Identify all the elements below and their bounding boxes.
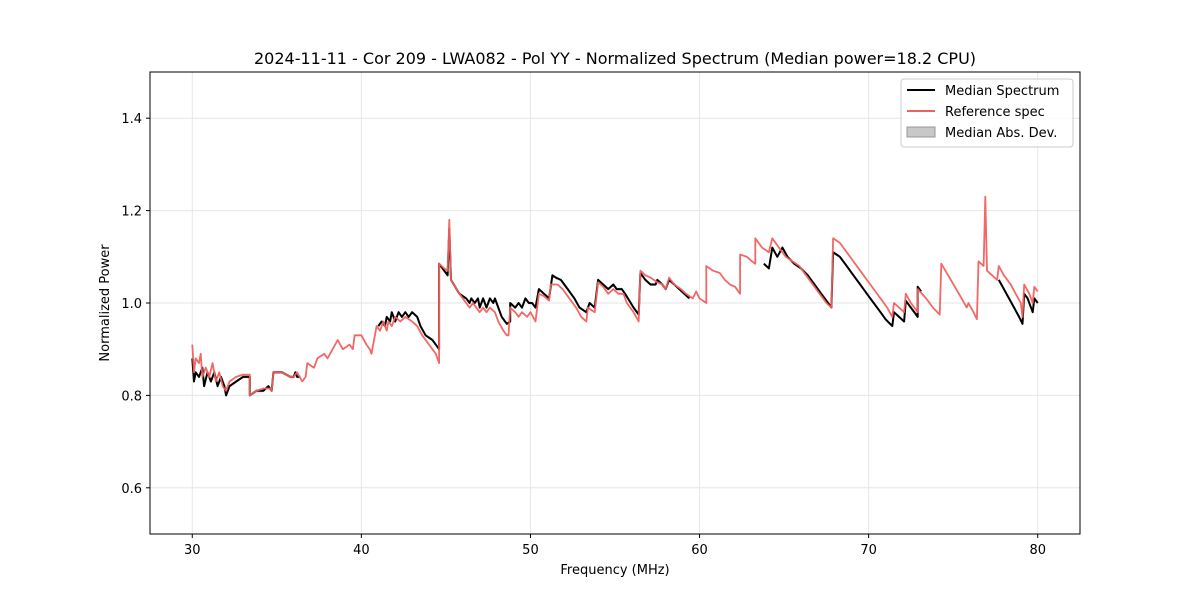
x-axis-label: Frequency (MHz) bbox=[560, 563, 669, 578]
y-axis-label: Normalized Power bbox=[98, 244, 113, 362]
x-tick-label: 30 bbox=[184, 543, 201, 558]
x-tick-label: 80 bbox=[1029, 543, 1046, 558]
reference-spectrum-line bbox=[191, 195, 1039, 397]
chart-title: 2024-11-11 - Cor 209 - LWA082 - Pol YY -… bbox=[254, 49, 976, 68]
legend-reference-label: Reference spec bbox=[945, 105, 1045, 120]
median-spectrum-line bbox=[377, 228, 691, 351]
legend-mad-label: Median Abs. Dev. bbox=[945, 126, 1057, 141]
median-spectrum-line bbox=[763, 246, 922, 328]
y-tick-label: 0.8 bbox=[121, 389, 142, 404]
y-tick-label: 1.0 bbox=[121, 297, 142, 312]
median-spectrum-line bbox=[997, 279, 1039, 325]
y-tick-label: 1.4 bbox=[121, 112, 142, 127]
y-tick-label: 0.6 bbox=[121, 482, 142, 497]
legend-box bbox=[900, 78, 1074, 148]
legend-mad-swatch bbox=[906, 126, 936, 138]
y-axis-ticks: 0.6 0.8 1.0 1.2 1.4 bbox=[121, 112, 150, 497]
legend: Median Spectrum Reference spec Median Ab… bbox=[900, 78, 1074, 148]
y-tick-label: 1.2 bbox=[121, 205, 142, 220]
series-lines bbox=[191, 195, 1039, 397]
x-tick-label: 50 bbox=[522, 543, 539, 558]
legend-median-label: Median Spectrum bbox=[945, 84, 1059, 99]
x-tick-label: 70 bbox=[860, 543, 877, 558]
x-tick-label: 40 bbox=[353, 543, 370, 558]
x-tick-label: 60 bbox=[691, 543, 708, 558]
x-axis-ticks: 30 40 50 60 70 80 bbox=[184, 534, 1046, 558]
